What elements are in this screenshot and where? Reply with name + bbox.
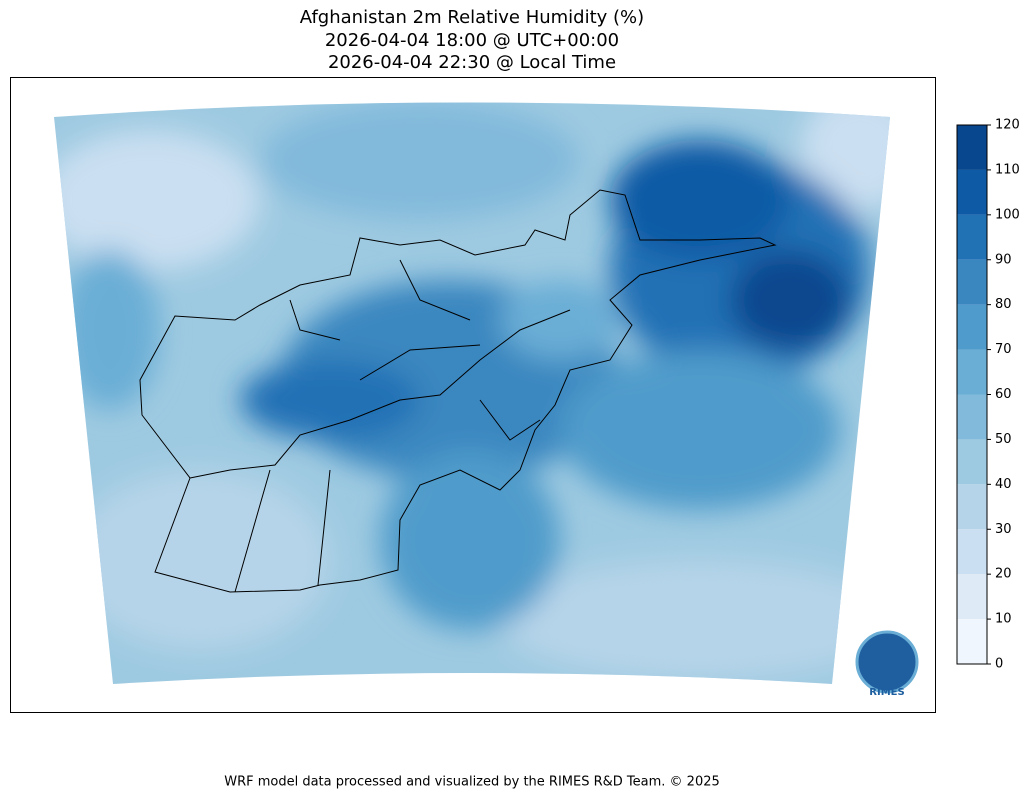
title-line: 2026-04-04 18:00 @ UTC+00:00 [325, 30, 619, 51]
colorbar-band [957, 574, 987, 620]
humidity-field [54, 102, 890, 684]
province-boundaries [139, 189, 777, 593]
colorbar-tick-label: 20 [995, 567, 1012, 582]
colorbar-band [957, 394, 987, 440]
colorbar-tick-label: 60 [995, 387, 1012, 402]
title-line: Afghanistan 2m Relative Humidity (%) [300, 7, 644, 28]
colorbar-tick-label: 90 [995, 252, 1012, 267]
colorbar-tick-label: 30 [995, 522, 1012, 537]
rimes-logo: RIMES [855, 630, 919, 698]
colorbar-band [957, 619, 987, 664]
colorbar-band [957, 259, 987, 305]
colorbar-tick-label: 100 [995, 207, 1020, 222]
colorbar-band [957, 529, 987, 575]
colorbar-tick-label: 50 [995, 432, 1012, 447]
colorbar-band [957, 349, 987, 395]
colorbar-tick-label: 120 [995, 118, 1020, 133]
colorbar-band [957, 125, 987, 170]
colorbar-band [957, 484, 987, 530]
colorbar-tick-label: 70 [995, 342, 1012, 357]
colorbar-band [957, 439, 987, 485]
colorbar-band [957, 214, 987, 260]
colorbar-band [957, 169, 987, 215]
colorbar-tick-label: 0 [995, 657, 1003, 672]
title-line: 2026-04-04 22:30 @ Local Time [328, 52, 616, 73]
colorbar-tick-label: 40 [995, 477, 1012, 492]
colorbar: 0 10 20 30 40 50 60 70 80 90 100 110 120 [956, 118, 1020, 672]
logo-text: RIMES [869, 687, 904, 698]
colorbar-tick-label: 110 [995, 162, 1020, 177]
colorbar-tick-label: 80 [995, 297, 1012, 312]
colorbar-tick-label: 10 [995, 612, 1012, 627]
colorbar-band [957, 304, 987, 350]
footer: WRF model data processed and visualized … [224, 775, 720, 790]
